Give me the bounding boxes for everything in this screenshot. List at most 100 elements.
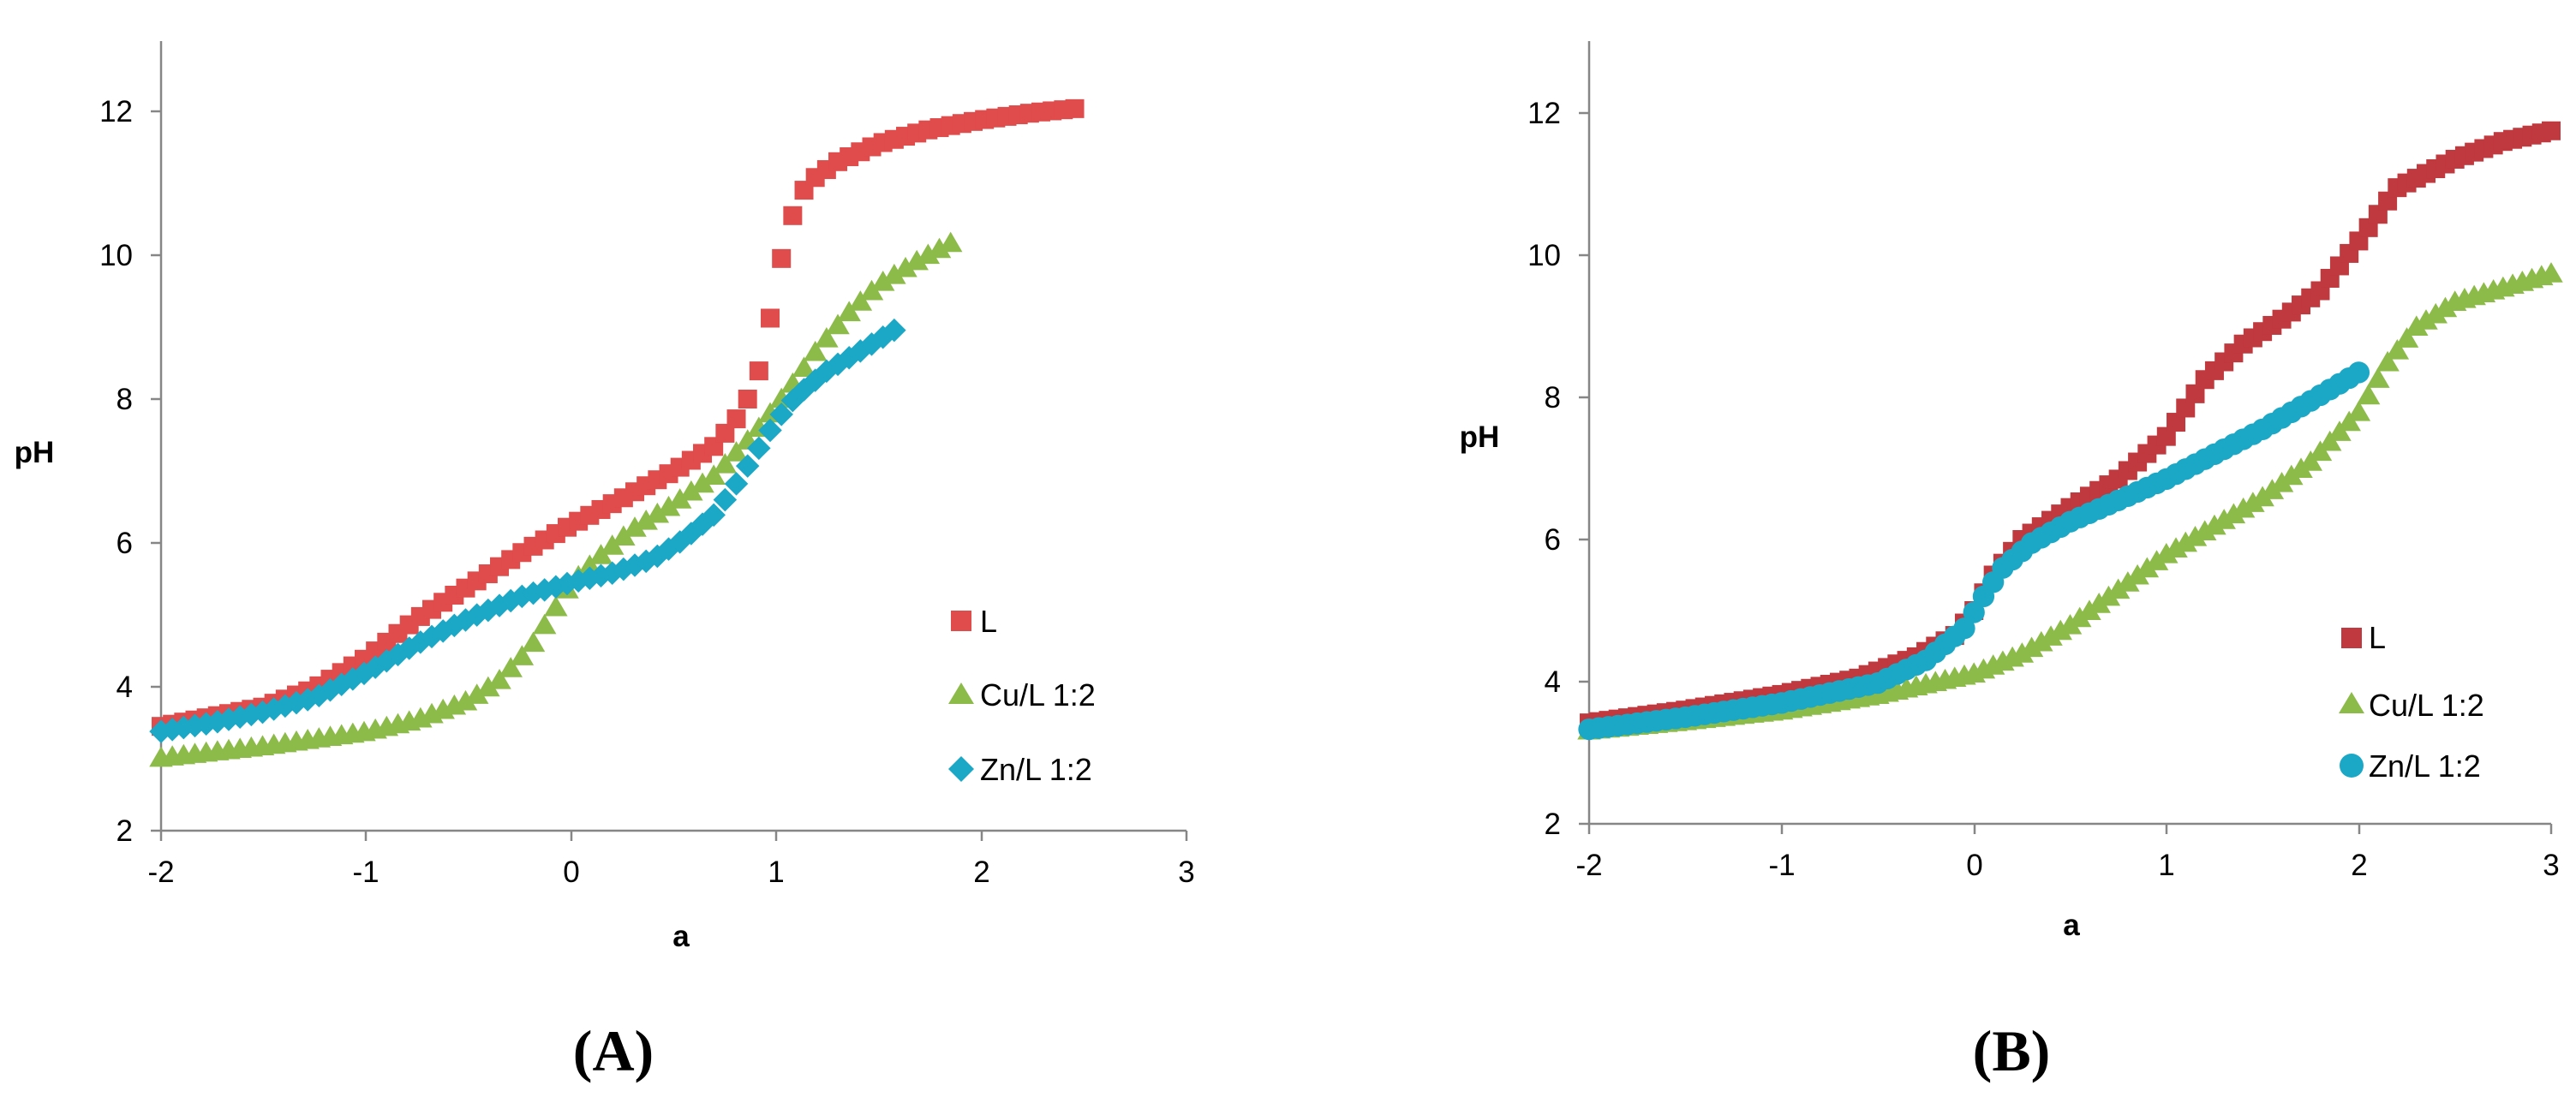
data-point-l [772, 248, 792, 268]
x-tick-label: 1 [2158, 849, 2174, 882]
data-point-cu-l-1-2 [894, 256, 917, 277]
legend-label-cu: Cu/L 1:2 [2369, 688, 2484, 723]
legend-label-zn: Zn/L 1:2 [980, 752, 1092, 787]
data-point-cu-l-1-2 [2010, 642, 2035, 663]
data-point-zn-l-1-2 [1953, 617, 1975, 640]
data-point-l [2176, 398, 2196, 418]
data-point-l [2185, 384, 2205, 403]
x-tick-label: 0 [563, 856, 579, 889]
data-point-cu-l-1-2 [532, 613, 557, 635]
data-point-cu-l-1-2 [938, 231, 963, 253]
chart-panel-a: 12 10 8 6 4 2 -2 -1 0 1 2 3 pH a L Cu/L … [15, 41, 1195, 1083]
x-tick-label: 0 [1966, 849, 1982, 882]
data-point-cu-l-1-2 [667, 488, 692, 509]
data-point-l [761, 308, 780, 328]
data-point-cu-l-1-2 [2433, 296, 2458, 318]
data-point-cu-l-1-2 [2019, 636, 2044, 658]
data-point-cu-l-1-2 [870, 271, 895, 291]
data-point-l [2167, 413, 2186, 432]
legend-marker-zn [2340, 754, 2364, 778]
data-point-cu-l-1-2 [927, 237, 952, 259]
y-tick-label: 2 [117, 814, 133, 848]
legend-marker-l [2341, 628, 2362, 648]
data-point-zn-l-1-2 [882, 318, 906, 343]
data-point-cu-l-1-2 [476, 676, 500, 697]
data-point-cu-l-1-2 [2048, 619, 2073, 641]
legend-marker-zn [948, 756, 974, 782]
data-point-cu-l-1-2 [2366, 367, 2390, 388]
data-point-cu-l-1-2 [2385, 339, 2410, 360]
y-tick-label: 10 [1527, 239, 1561, 272]
data-point-zn-l-1-2 [1963, 601, 1985, 623]
data-point-cu-l-1-2 [882, 263, 906, 284]
data-point-cu-l-1-2 [645, 502, 670, 523]
data-point-l [749, 361, 768, 381]
x-tick-label: -2 [1575, 849, 1602, 882]
data-point-cu-l-1-2 [702, 464, 726, 486]
data-point-cu-l-1-2 [2039, 625, 2063, 646]
data-point-zn-l-1-2 [2347, 361, 2370, 384]
data-point-cu-l-1-2 [815, 326, 839, 348]
chart-panel-b: 12 10 8 6 4 2 -2 -1 0 1 2 3 pH a L Cu/L … [1460, 41, 2563, 1083]
legend-marker-cu [948, 683, 974, 704]
data-point-cu-l-1-2 [826, 313, 850, 335]
legend-label-zn: Zn/L 1:2 [2369, 748, 2481, 784]
data-point-cu-l-1-2 [2414, 309, 2438, 330]
data-point-cu-l-1-2 [2212, 509, 2236, 529]
x-tick-label: -1 [352, 856, 379, 889]
data-point-cu-l-1-2 [2231, 497, 2256, 518]
data-point-l [715, 423, 735, 443]
data-point-cu-l-1-2 [623, 516, 647, 537]
y-axis-title: pH [1460, 420, 1500, 454]
data-marks-b [1577, 121, 2563, 741]
data-point-zn-l-1-2 [735, 454, 760, 478]
y-tick-label: 6 [117, 527, 133, 560]
legend-b: L Cu/L 1:2 Zn/L 1:2 [2339, 620, 2484, 784]
y-tick-label: 8 [117, 383, 133, 416]
x-tick-label: -1 [1768, 849, 1795, 882]
y-tick-label: 4 [1545, 665, 1561, 699]
data-point-zn-l-1-2 [747, 436, 771, 461]
data-point-cu-l-1-2 [2183, 526, 2208, 546]
data-point-cu-l-1-2 [2221, 503, 2246, 524]
x-axis-title: a [2063, 909, 2080, 942]
data-marks-a [149, 98, 1085, 767]
data-point-cu-l-1-2 [656, 495, 681, 516]
y-tick-label: 12 [99, 95, 133, 128]
data-point-cu-l-1-2 [2405, 315, 2429, 336]
data-point-cu-l-1-2 [634, 509, 658, 530]
data-point-cu-l-1-2 [2202, 514, 2226, 535]
x-tick-label: -2 [147, 856, 174, 889]
data-point-cu-l-1-2 [2376, 350, 2400, 372]
x-tick-label: 1 [768, 856, 784, 889]
data-point-l [1065, 98, 1085, 118]
data-point-zn-l-1-2 [724, 472, 749, 496]
data-point-cu-l-1-2 [2192, 520, 2217, 541]
data-point-cu-l-1-2 [2394, 327, 2419, 348]
y-tick-label: 2 [1545, 808, 1561, 841]
data-point-cu-l-1-2 [679, 480, 703, 501]
data-point-l [726, 409, 746, 429]
panel-label-b: (B) [1973, 1018, 2051, 1083]
data-point-cu-l-1-2 [837, 301, 861, 322]
data-point-cu-l-1-2 [2164, 537, 2188, 557]
data-point-cu-l-1-2 [464, 683, 489, 704]
x-tick-label: 2 [973, 856, 989, 889]
data-point-cu-l-1-2 [2346, 400, 2371, 421]
data-point-cu-l-1-2 [859, 279, 884, 301]
legend-label-l: L [2369, 620, 2386, 655]
data-point-zn-l-1-2 [702, 503, 726, 528]
data-point-cu-l-1-2 [612, 525, 636, 546]
data-point-cu-l-1-2 [2155, 542, 2179, 563]
legend-marker-l [951, 611, 971, 631]
x-axis-title: a [672, 920, 690, 953]
data-point-cu-l-1-2 [713, 452, 738, 474]
data-point-cu-l-1-2 [2029, 630, 2053, 652]
data-point-cu-l-1-2 [2424, 302, 2447, 324]
legend-marker-cu [2339, 692, 2364, 713]
y-tick-label: 10 [99, 239, 133, 272]
data-point-cu-l-1-2 [848, 290, 873, 311]
data-point-cu-l-1-2 [544, 595, 568, 617]
legend-a: L Cu/L 1:2 Zn/L 1:2 [948, 604, 1096, 787]
